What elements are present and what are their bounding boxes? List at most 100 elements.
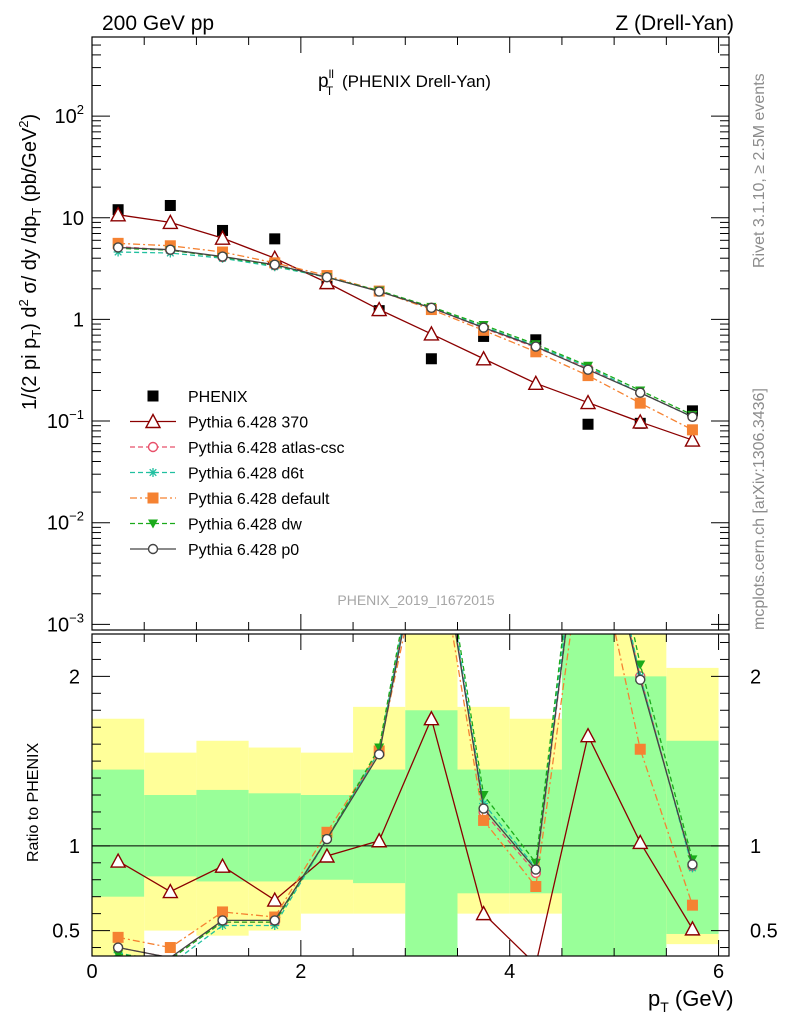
ratio-line (118, 634, 694, 956)
data-point (582, 370, 594, 382)
y-tick-label: 10−1 (47, 407, 84, 433)
ratio-point (266, 891, 283, 907)
x-tick-label: 6 (713, 961, 724, 983)
uncertainty-band-inner (144, 795, 197, 877)
legend-label: PHENIX (188, 389, 248, 406)
data-point (527, 374, 544, 391)
data-point (582, 418, 594, 430)
ratio-point (217, 915, 228, 926)
ratio-point (269, 915, 280, 926)
data-point (530, 341, 542, 352)
data-point (217, 251, 228, 262)
legend-marker (148, 519, 158, 529)
legend-item: Pythia 6.428 p0 (130, 542, 299, 559)
legend: PHENIX Pythia 6.428 370 Pythia 6.428 atlas… (130, 389, 345, 559)
ratio-point (321, 833, 333, 845)
legend-marker (147, 492, 159, 504)
ratio-y-tick-label: 0.5 (52, 921, 80, 943)
source-text: mcplots.cern.ch [arXiv:1306.3436] (751, 388, 768, 630)
legend-marker (148, 468, 158, 477)
ratio-point (318, 847, 336, 863)
legend-label: Pythia 6.428 370 (188, 415, 308, 432)
data-point (478, 322, 489, 333)
ratio-y-tick-label-right: 1 (750, 836, 761, 858)
ratio-point (579, 727, 597, 743)
uncertainty-band-inner (92, 769, 145, 897)
y-tick-label: 10 (62, 208, 84, 230)
ratio-ticks: 0.5 0.5 1 1 2 2 0 2 4 6 (52, 634, 778, 983)
uncertainty-band-inner (457, 769, 510, 894)
ratio-point (423, 710, 440, 726)
data-point (109, 206, 127, 222)
uncertainty-band-inner (248, 793, 301, 882)
ratio-y-axis-label: Ratio to PHENIX (25, 743, 42, 862)
main-y-ticks: 10−3 10−2 10−1 1 10 102 (47, 36, 729, 636)
data-point (426, 302, 437, 314)
data-point (321, 272, 333, 283)
x-axis-label: pT (GeV) (648, 986, 734, 1015)
data-point (423, 325, 440, 341)
x-tick-label: 4 (504, 961, 515, 983)
main-panel: 10−3 10−2 10−1 1 10 102 pll T (PHENIX Drell-Ya… (16, 36, 730, 636)
legend-label: Pythia 6.428 d6t (188, 466, 304, 483)
legend-label: Pythia 6.428 atlas-csc (188, 440, 345, 457)
legend-marker (147, 390, 159, 402)
data-point (214, 229, 231, 245)
ratio-y-tick-label-right: 2 (750, 666, 761, 688)
legend-item: Pythia 6.428 default (130, 491, 330, 508)
ratio-point (530, 864, 542, 875)
ratio-point (632, 833, 649, 850)
data-point (634, 397, 646, 409)
ratio-point (371, 832, 388, 848)
main-series-group (109, 199, 701, 447)
ratio-series-group (109, 634, 701, 956)
series-line (118, 214, 693, 441)
ratio-line (117, 716, 694, 956)
data-point (582, 364, 594, 375)
data-point (373, 286, 385, 297)
ratio-point (109, 852, 127, 868)
series-pythia-6-428-370 (109, 206, 701, 447)
data-point (686, 424, 698, 436)
uncertainty-band-inner (405, 710, 458, 956)
header-left: 200 GeV pp (102, 12, 214, 35)
data-point (269, 259, 280, 270)
data-point (530, 334, 542, 346)
series-pythia-6-428-p0 (112, 242, 698, 423)
x-tick-label: 2 (295, 961, 306, 983)
ratio-point (112, 942, 124, 953)
data-point (579, 394, 597, 410)
legend-label: Pythia 6.428 p0 (188, 542, 299, 559)
ratio-point (635, 674, 646, 685)
ratio-point (530, 858, 541, 868)
series-line (118, 246, 693, 418)
ratio-point (478, 814, 490, 826)
ratio-y-tick-label: 1 (69, 836, 80, 858)
data-point (475, 350, 492, 366)
data-point (164, 199, 176, 211)
ratio-y-tick-label-right: 0.5 (750, 921, 778, 943)
ratio-point (112, 931, 124, 943)
analysis-watermark: PHENIX_2019_I1672015 (337, 592, 494, 608)
ratio-point (373, 749, 385, 760)
ratio-point (217, 906, 229, 918)
ratio-point (686, 899, 698, 911)
data-point (425, 353, 437, 365)
uncertainty-band-inner (353, 769, 406, 884)
ratio-point (162, 883, 179, 899)
legend-marker (147, 441, 159, 453)
ratio-line (117, 634, 694, 949)
main-y-axis-label: 1/(2 pi pT) d2 σ/ dy /dpT (pb/GeV2) (16, 114, 44, 410)
ratio-point (635, 660, 646, 670)
ratio-series-pythia-6-428-p0 (112, 634, 698, 956)
legend-item: Pythia 6.428 atlas-csc (130, 440, 345, 457)
data-point (632, 413, 649, 429)
uncertainty-band-inner (614, 676, 667, 956)
y-tick-label: 10−2 (47, 509, 84, 535)
header-right: Z (Drell-Yan) (615, 12, 734, 35)
ratio-point (687, 859, 698, 870)
main-title: pll T (PHENIX Drell-Yan) (318, 67, 491, 98)
ratio-point (478, 803, 489, 814)
series-line (118, 242, 693, 431)
rivet-version-text: Rivet 3.1.10, ≥ 2.5M events (751, 73, 768, 268)
